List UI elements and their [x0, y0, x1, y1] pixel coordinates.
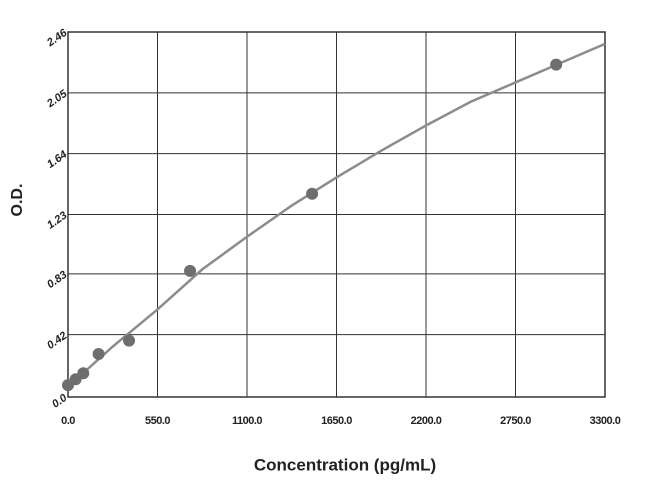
- x-tick-label: 2750.0: [500, 415, 531, 427]
- fit-curve: [67, 42, 606, 388]
- y-tick-label: 0.42: [45, 330, 69, 352]
- x-tick-label: 2200.0: [411, 415, 442, 427]
- y-axis-title: O.D.: [9, 184, 26, 217]
- y-tick-label: 0.83: [45, 269, 69, 291]
- y-tick-label: 2.05: [44, 87, 70, 110]
- x-tick-label: 550.0: [145, 415, 170, 427]
- y-tick-label: 1.64: [45, 149, 69, 171]
- y-tick-label: 1.23: [45, 210, 69, 232]
- y-tick-label: 2.46: [44, 27, 70, 50]
- data-point: [77, 367, 90, 380]
- x-axis-title: Concentration (pg/mL): [254, 455, 436, 474]
- data-point: [123, 334, 136, 347]
- data-point: [92, 347, 105, 360]
- data-point: [550, 58, 563, 71]
- x-tick-label: 1650.0: [321, 415, 352, 427]
- data-point: [306, 187, 319, 200]
- y-tick-label: 0.0: [50, 392, 70, 411]
- x-tick-label: 0.0: [61, 415, 75, 427]
- x-tick-label: 1100.0: [232, 415, 262, 427]
- data-point: [184, 264, 197, 277]
- x-tick-label: 3300.0: [590, 415, 621, 427]
